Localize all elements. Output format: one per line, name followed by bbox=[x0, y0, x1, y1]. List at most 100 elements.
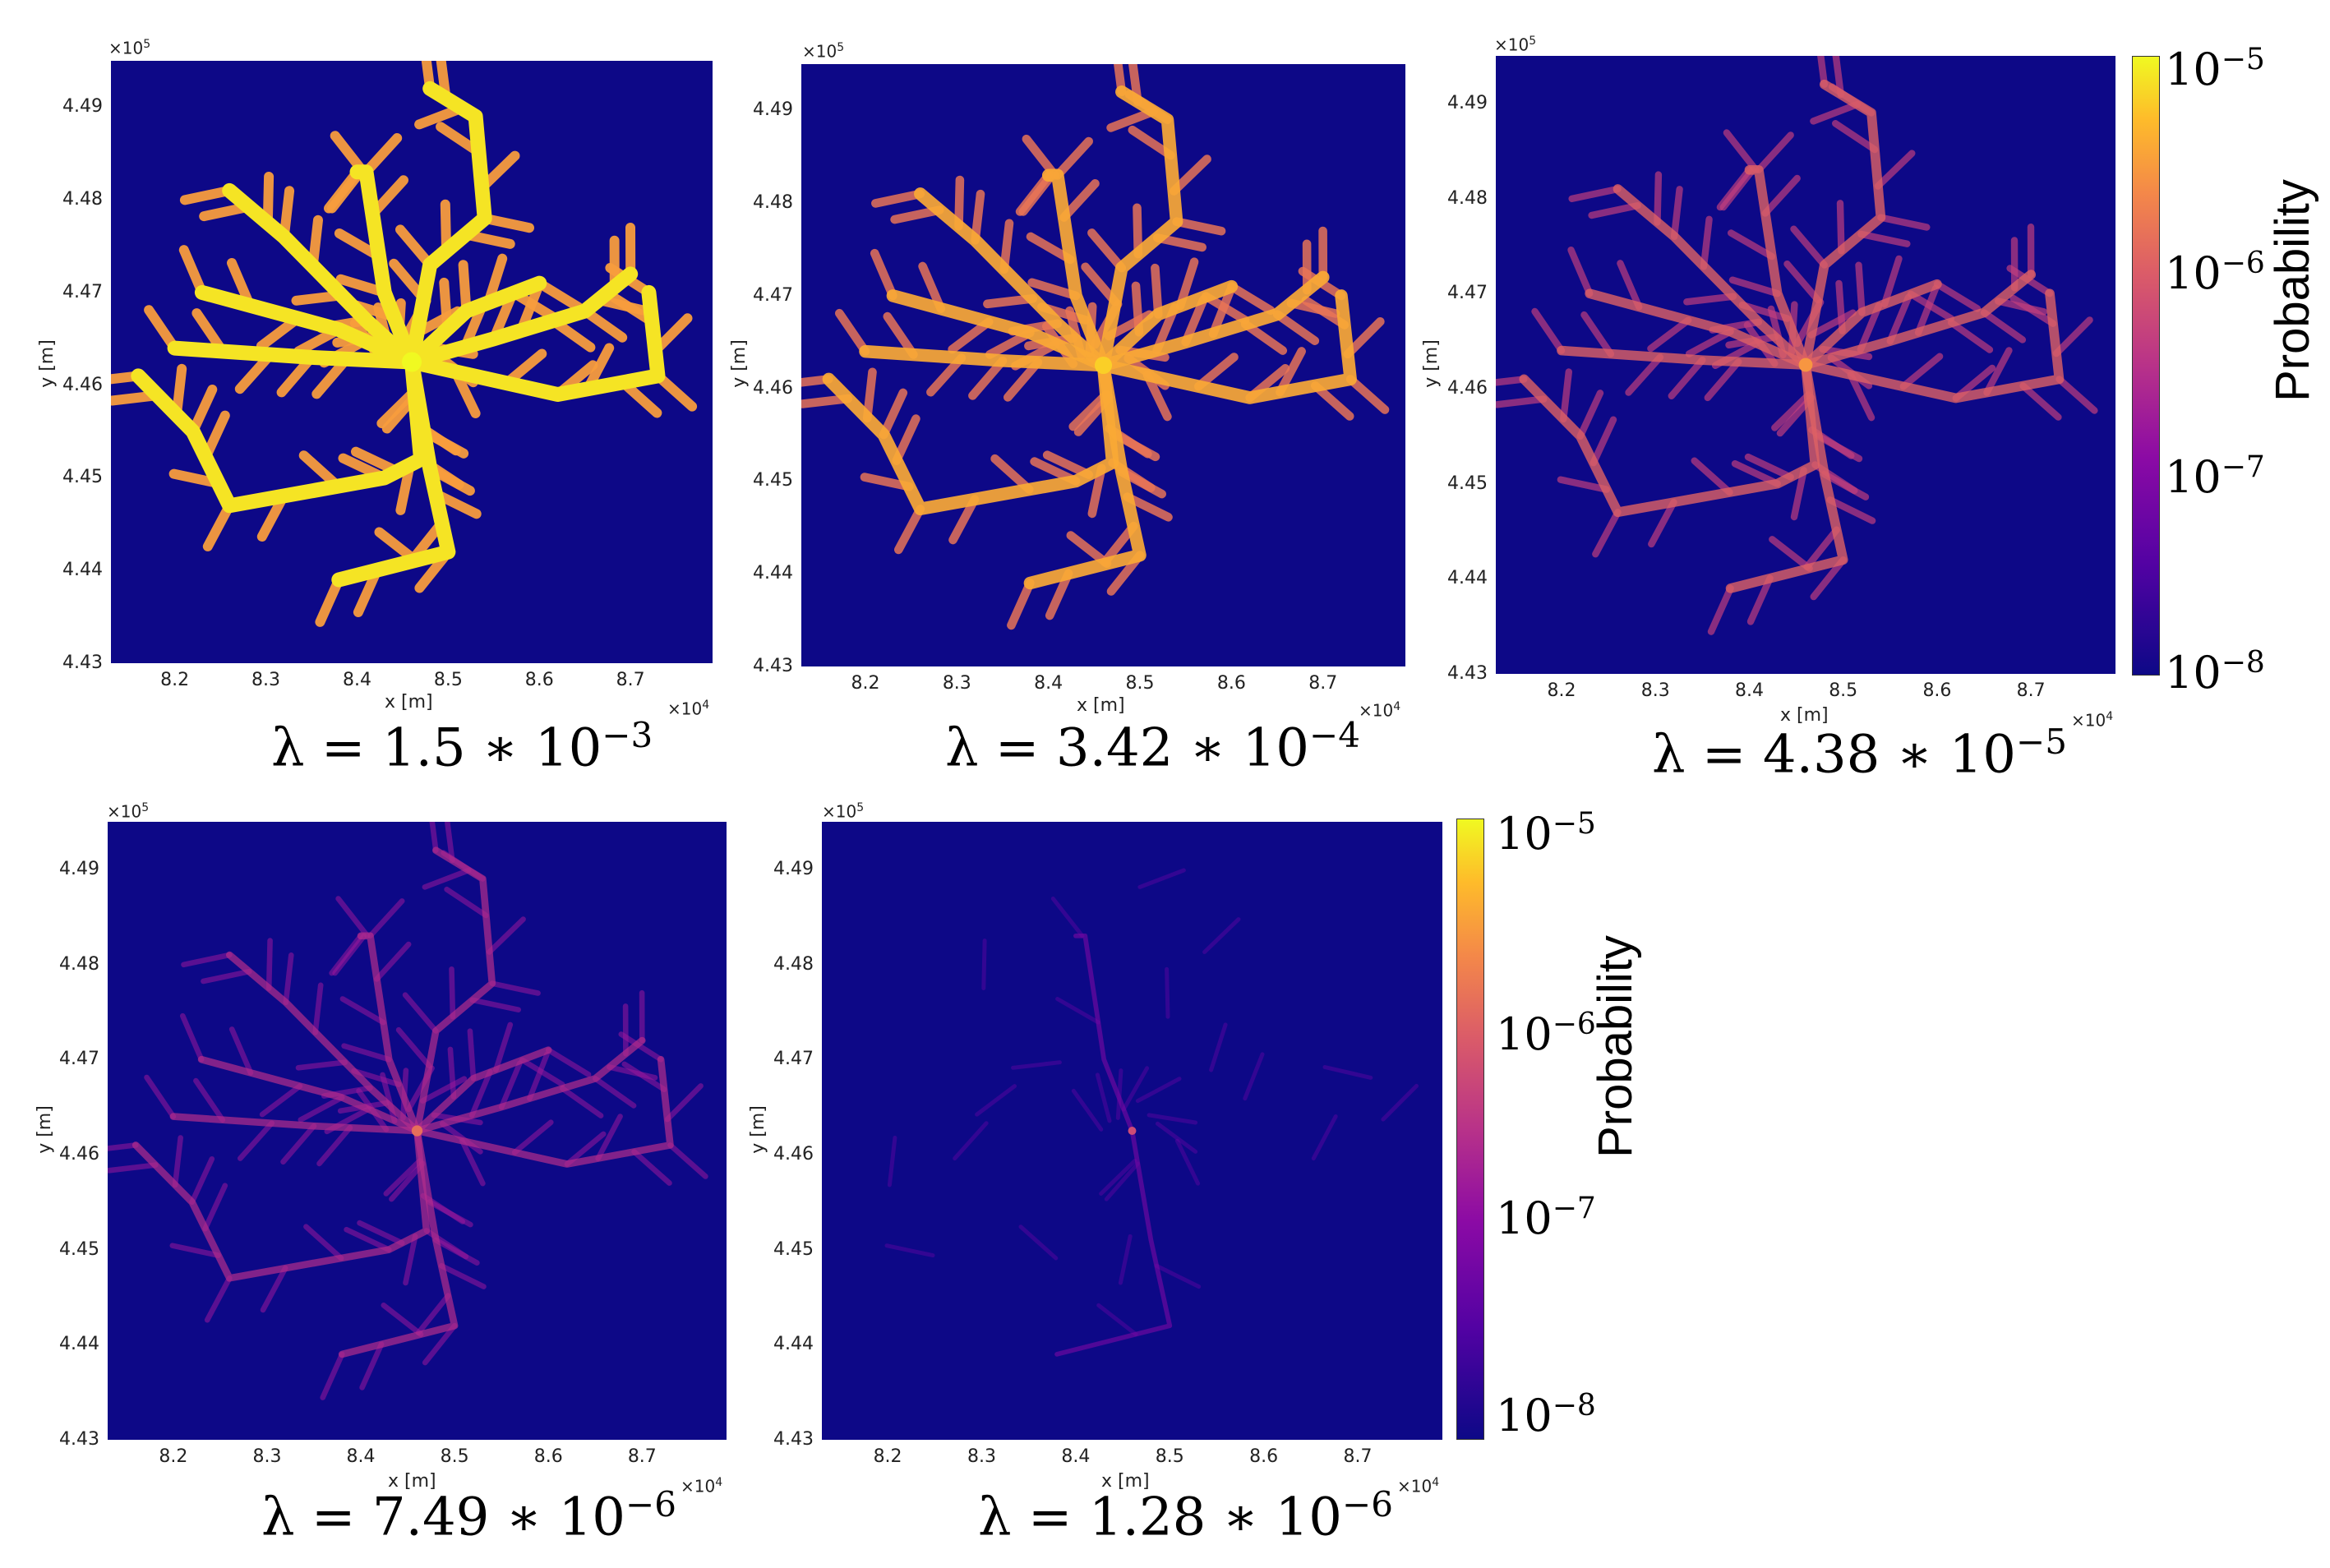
x-tick-label: 8.2 bbox=[160, 670, 190, 690]
y-tick-label: 4.46 bbox=[59, 1143, 99, 1164]
x-tick-label: 8.5 bbox=[1829, 680, 1858, 701]
x-multiplier: ×104 bbox=[1359, 700, 1401, 721]
network-branch bbox=[1670, 186, 1683, 241]
x-tick-label: 8.6 bbox=[533, 1446, 563, 1467]
network-branch bbox=[315, 574, 344, 627]
network-branch bbox=[468, 1068, 493, 1118]
y-tick-label: 4.45 bbox=[1447, 473, 1488, 494]
network-branch bbox=[981, 938, 987, 990]
colorbar-tick: 10−8 bbox=[2165, 646, 2265, 699]
network-branch bbox=[303, 1224, 344, 1261]
colorbar-tick: 10−5 bbox=[1496, 807, 1596, 860]
y-tick-label: 4.43 bbox=[62, 653, 103, 673]
network-branch bbox=[359, 1341, 385, 1390]
colorbar-gradient bbox=[1456, 819, 1484, 1440]
x-tick-label: 8.7 bbox=[2016, 680, 2046, 701]
y-tick-label: 4.45 bbox=[59, 1238, 99, 1260]
network-branch bbox=[653, 371, 698, 412]
network-branch bbox=[367, 898, 405, 939]
network-branch bbox=[971, 189, 985, 245]
colorbar-tick: 10−8 bbox=[1496, 1389, 1596, 1441]
network-branch bbox=[1877, 214, 1931, 231]
x-tick-label: 8.2 bbox=[873, 1446, 902, 1467]
network-branch bbox=[1172, 217, 1226, 236]
network-branch bbox=[180, 1012, 205, 1063]
network-branch bbox=[316, 1124, 353, 1167]
network-trunk bbox=[1801, 79, 1886, 370]
network-branch bbox=[395, 1026, 432, 1069]
lambda-caption: λ = 3.42 ∗ 10−4 bbox=[945, 715, 1360, 779]
network-branch bbox=[1746, 574, 1774, 625]
y-tick-label: 4.46 bbox=[753, 377, 793, 399]
network-branch bbox=[559, 1086, 604, 1118]
network-branch bbox=[395, 224, 436, 270]
network-branch bbox=[564, 1131, 607, 1167]
network-branch bbox=[1568, 185, 1622, 203]
y-tick-label: 4.46 bbox=[773, 1143, 814, 1164]
network-branch bbox=[1580, 311, 1615, 357]
network-branch bbox=[1588, 201, 1641, 219]
network-branch bbox=[444, 886, 489, 919]
network-branch bbox=[422, 867, 472, 890]
network-branch bbox=[1087, 228, 1127, 273]
x-tick-label: 8.7 bbox=[1343, 1446, 1373, 1467]
y-multiplier: ×105 bbox=[802, 41, 845, 62]
network-branch bbox=[402, 992, 439, 1034]
network-overlay bbox=[801, 64, 1390, 630]
network-branch bbox=[459, 1137, 486, 1187]
network-branch bbox=[1855, 261, 1866, 316]
network-branch bbox=[280, 1123, 317, 1165]
network-branch bbox=[438, 1262, 487, 1289]
y-tick-label: 4.47 bbox=[59, 1049, 99, 1070]
y-tick-label: 4.47 bbox=[62, 281, 103, 302]
y-tick-label: 4.47 bbox=[1447, 283, 1488, 304]
y-multiplier: ×105 bbox=[107, 801, 150, 822]
lambda-caption: λ = 4.38 ∗ 10−5 bbox=[1652, 722, 2067, 786]
x-tick-label: 8.7 bbox=[1308, 673, 1338, 694]
network-trunk bbox=[222, 182, 419, 370]
network-branch bbox=[1832, 56, 1844, 99]
network-branch bbox=[667, 1142, 708, 1179]
network-branch bbox=[479, 213, 534, 233]
network-branch bbox=[489, 980, 541, 996]
network-branch bbox=[1983, 347, 2013, 396]
network-branch bbox=[295, 1059, 348, 1071]
network-branch bbox=[339, 996, 386, 1026]
lambda-caption: λ = 1.5 ∗ 10−3 bbox=[271, 715, 653, 779]
network-branch bbox=[329, 933, 364, 976]
network-branch bbox=[492, 1022, 514, 1073]
network-branch bbox=[1723, 129, 1760, 174]
network-branch bbox=[498, 1060, 523, 1110]
lambda-caption: λ = 1.28 ∗ 10−6 bbox=[978, 1484, 1393, 1548]
network-trunk bbox=[1096, 289, 1357, 404]
y-tick-label: 4.48 bbox=[59, 953, 99, 975]
network-trunk bbox=[1801, 288, 2065, 404]
network-branch bbox=[1121, 1066, 1150, 1112]
network-trunk bbox=[357, 932, 421, 1135]
network-trunk bbox=[194, 284, 419, 370]
network-branch bbox=[1071, 1088, 1104, 1132]
network-branch bbox=[1104, 1161, 1140, 1201]
y-tick-label: 4.44 bbox=[59, 1334, 99, 1355]
x-tick-label: 8.3 bbox=[967, 1446, 996, 1467]
network-branch bbox=[1007, 579, 1035, 630]
network-trunk bbox=[1744, 164, 1811, 370]
x-multiplier: ×104 bbox=[667, 699, 710, 719]
network-branch bbox=[618, 1031, 664, 1063]
network-branch bbox=[1857, 302, 1883, 353]
network-branch bbox=[1496, 376, 1528, 386]
network-branch bbox=[1576, 390, 1604, 440]
network-branch bbox=[1114, 64, 1127, 97]
network-branch bbox=[335, 896, 371, 939]
network-branch bbox=[202, 500, 235, 551]
network-branch bbox=[871, 189, 925, 208]
network-branch bbox=[1151, 263, 1163, 319]
network-branch bbox=[1096, 1303, 1138, 1337]
network-branch bbox=[429, 822, 439, 854]
y-tick-label: 4.45 bbox=[62, 467, 103, 488]
network-branch bbox=[2009, 294, 2057, 327]
y-tick-label: 4.49 bbox=[59, 858, 99, 879]
network-branch bbox=[1322, 1065, 1373, 1080]
x-tick-label: 8.4 bbox=[1034, 673, 1063, 694]
network-branch bbox=[324, 167, 362, 214]
